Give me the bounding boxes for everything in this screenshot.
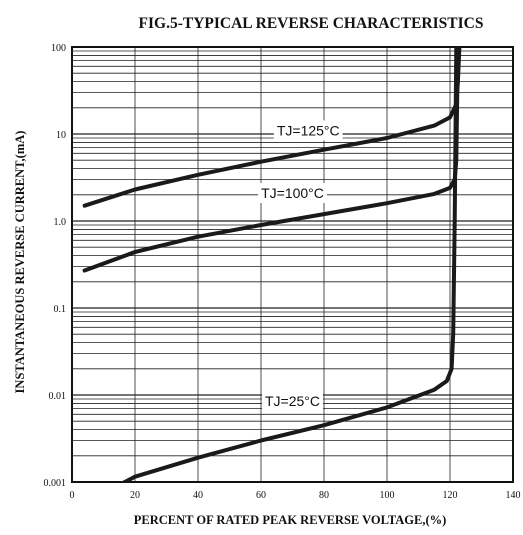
x-tick-labels: 0 20 40 60 80 100 120 140	[70, 490, 521, 501]
series-label-2: TJ=100°C	[258, 182, 327, 203]
series-label-background	[258, 182, 327, 203]
x-tick-label: 140	[506, 490, 521, 501]
series-labels: TJ=125°C TJ=100°C TJ=25°C	[258, 120, 343, 412]
plot-area	[71, 46, 514, 483]
x-tick-label: 0	[70, 490, 75, 501]
y-tick-label: 0.001	[44, 478, 67, 489]
y-axis-label: INSTANTANEOUS REVERSE CURRENT,(mA)	[13, 131, 27, 394]
series-curves	[82, 47, 462, 482]
series-line-3	[120, 47, 459, 482]
series-label-3: TJ=25°C	[261, 391, 324, 412]
plot-border	[71, 46, 514, 483]
x-tick-label: 100	[380, 490, 395, 501]
series-label-text: TJ=25°C	[265, 393, 320, 409]
x-tick-label: 40	[193, 490, 203, 501]
series-label-text: TJ=100°C	[261, 185, 324, 201]
y-tick-label: 0.01	[49, 391, 67, 402]
x-tick-label: 120	[443, 490, 458, 501]
series-label-background	[261, 391, 324, 412]
x-tick-label: 80	[319, 490, 329, 501]
y-tick-label: 1.0	[54, 217, 67, 228]
y-tick-label: 0.1	[54, 304, 67, 315]
chart-title: FIG.5-TYPICAL REVERSE CHARACTERISTICS	[139, 15, 484, 32]
y-tick-label: 10	[56, 130, 66, 141]
series-label-1: TJ=125°C	[273, 120, 343, 141]
series-label-background	[273, 120, 343, 141]
series-label-text: TJ=125°C	[277, 122, 340, 138]
x-tick-label: 20	[130, 490, 140, 501]
x-axis-label: PERCENT OF RATED PEAK REVERSE VOLTAGE,(%…	[134, 513, 447, 527]
x-tick-label: 60	[256, 490, 266, 501]
y-tick-label: 100	[51, 43, 66, 54]
y-tick-labels: 0.001 0.01 0.1 1.0 10 100	[44, 43, 67, 489]
